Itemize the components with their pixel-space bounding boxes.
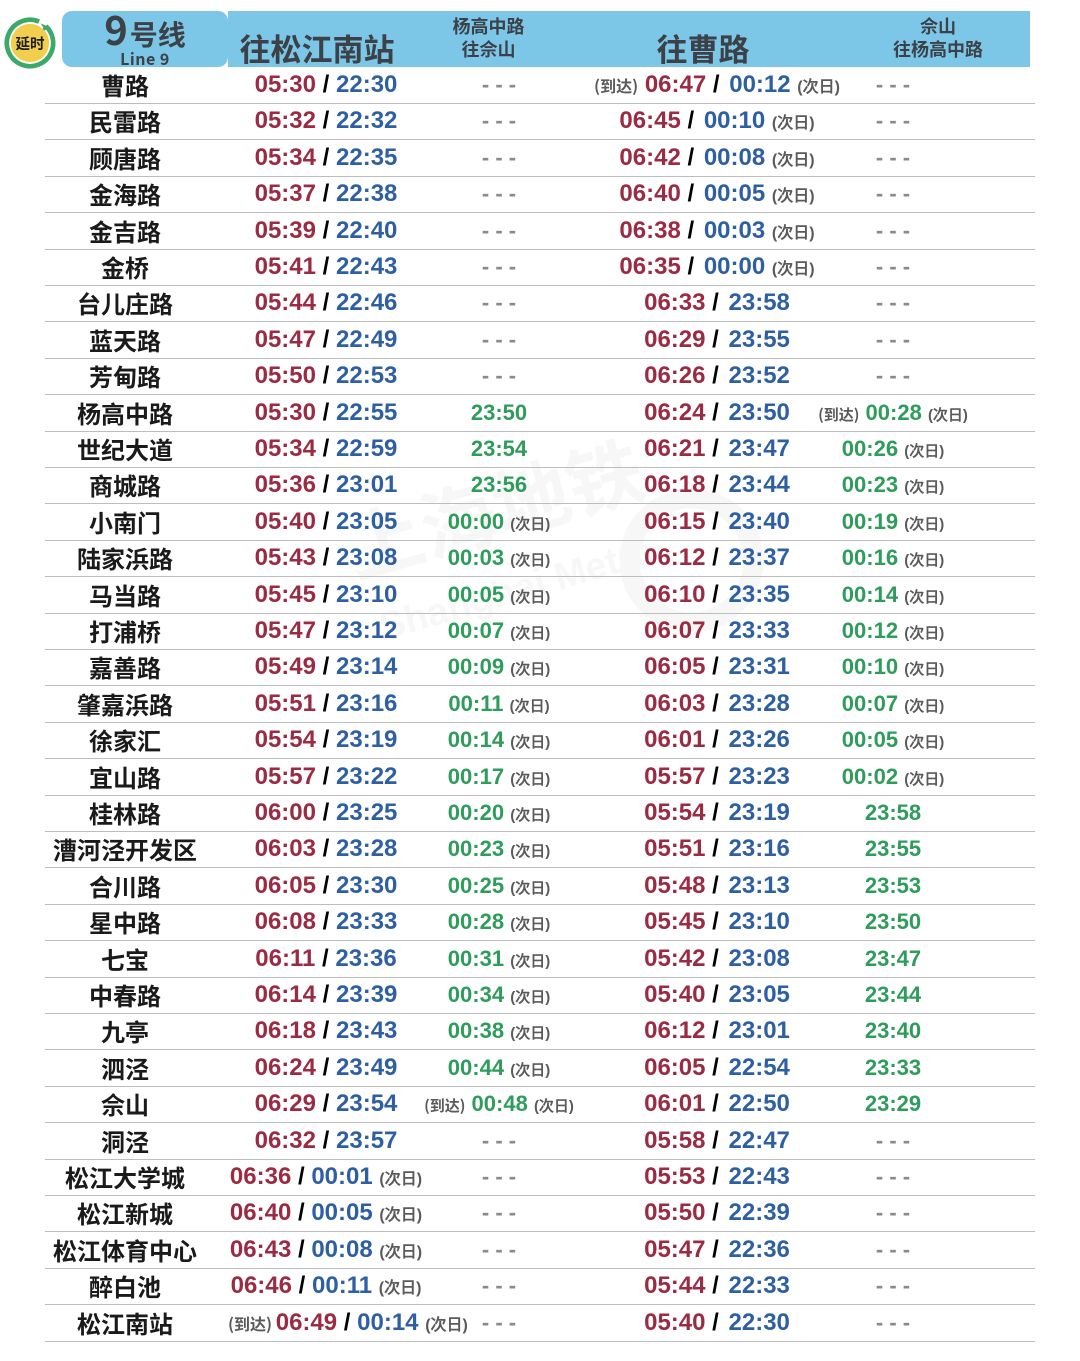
svg-text:延时: 延时: [16, 33, 45, 54]
